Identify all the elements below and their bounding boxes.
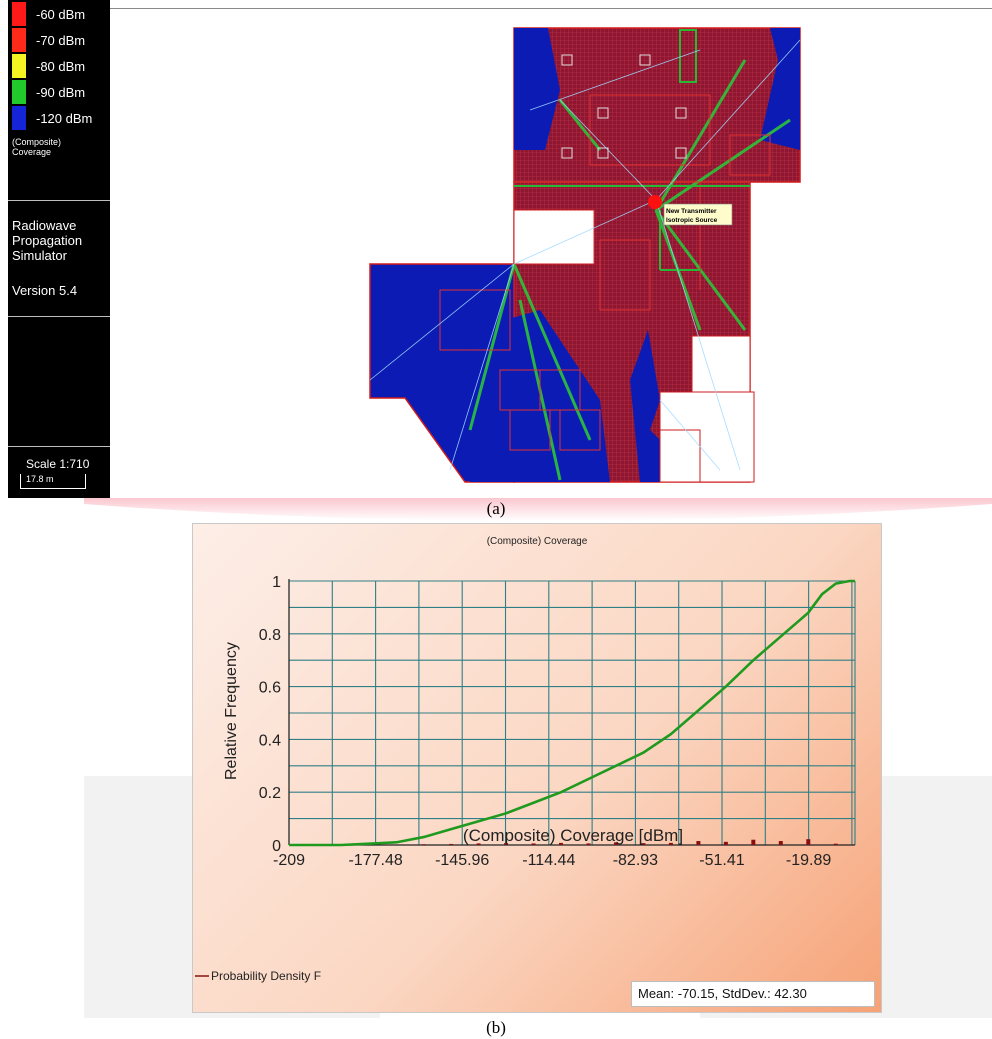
cdf-line: [289, 579, 855, 847]
pdf-bar: [723, 841, 728, 845]
floorplan: [369, 27, 801, 483]
legend-swatch: [12, 80, 26, 104]
coverage-chart: (Composite) Coverage -209 -177.48 -145.96-…: [192, 523, 882, 1013]
legend-entry: Probability Density F: [211, 969, 321, 983]
chart-grid: [288, 579, 856, 846]
legend-row: -80 dBm: [8, 54, 110, 78]
scale-bar: [20, 474, 86, 489]
x-tick-label: -82.93: [613, 852, 658, 869]
legend-caption: (Composite) Coverage: [12, 137, 62, 157]
sidebar-panel: -60 dBm -70 dBm -80 dBm -90 dBm -120 dBm (Co…: [8, 0, 110, 498]
x-tick-label: -19.89: [786, 852, 831, 869]
pdf-bar: [559, 842, 564, 845]
pdf-bar: [833, 843, 838, 845]
x-tick-label: -209: [273, 852, 305, 869]
pdf-bar: [504, 843, 509, 845]
legend-row: -70 dBm: [8, 28, 110, 52]
scale-bar-label: 17.8 m: [26, 474, 54, 484]
pdf-bar: [641, 843, 646, 845]
legend-swatch: [12, 54, 26, 78]
legend-entry-label: Probability Density F: [211, 969, 322, 983]
svg-text:Isotropic Source: Isotropic Source: [666, 217, 718, 224]
app-name: Radiowave Propagation Simulator: [12, 218, 83, 263]
pdf-bar: [751, 839, 756, 845]
pdf-bar: [586, 843, 591, 845]
legend-label: -80 dBm: [36, 59, 86, 74]
legend-label: -90 dBm: [36, 85, 86, 100]
y-tick-label: 1: [272, 574, 281, 591]
y-tick-label: 0: [272, 838, 281, 855]
chart-series: [289, 579, 855, 847]
y-tick-label: 0.8: [259, 627, 281, 644]
legend-row: -90 dBm: [8, 80, 110, 104]
transmitter-marker[interactable]: [648, 195, 662, 209]
top-border: [110, 8, 992, 9]
legend-label: -120 dBm: [36, 111, 93, 126]
legend-swatch: [12, 28, 26, 52]
pdf-bar: [806, 839, 811, 845]
x-axis-label: (Composite) Coverage [dBm]: [462, 826, 684, 845]
x-tick-label: -145.96: [435, 852, 489, 869]
app-version: Version 5.4: [12, 283, 78, 298]
legend-swatch: [12, 2, 26, 26]
pdf-bar: [668, 842, 673, 845]
panel-separator: [84, 498, 992, 521]
y-tick-label: 0.6: [259, 680, 281, 697]
caption-b: (b): [486, 1018, 506, 1037]
pdf-bar: [696, 841, 701, 845]
y-tick-label: 0.2: [259, 785, 281, 802]
legend-row: -60 dBm: [8, 2, 110, 26]
y-axis-label: Relative Frequency: [223, 642, 240, 780]
stats-box: Mean: -70.15, StdDev.: 42.30: [631, 981, 875, 1007]
coverage-map[interactable]: New Transmitter Isotropic Source: [0, 0, 992, 498]
svg-text:New Transmitter: New Transmitter: [666, 208, 717, 215]
caption-a: (a): [486, 499, 506, 518]
pdf-bar: [613, 842, 618, 845]
sidebar-divider: [8, 316, 110, 317]
stats-text: Mean: -70.15, StdDev.: 42.30: [638, 986, 807, 1001]
chart-plot: -209 -177.48 -145.96 -114.44 -82.93 -51.41 -19…: [195, 574, 856, 977]
scale-label: Scale 1:710: [26, 457, 90, 471]
y-tick-label: 0.4: [259, 732, 281, 749]
pdf-bar: [449, 843, 454, 845]
legend-swatch: [12, 106, 26, 130]
x-tick-label: -114.44: [522, 852, 575, 869]
legend-label: -60 dBm: [36, 7, 86, 22]
pdf-bar: [778, 841, 783, 845]
x-tick-label: -177.48: [348, 852, 402, 869]
pdf-bar: [476, 843, 481, 845]
simulator-window: New Transmitter Isotropic Source -60 dBm…: [0, 0, 992, 498]
legend-row: -120 dBm: [8, 106, 110, 130]
chart-ticks: -209 -177.48 -145.96 -114.44 -82.93 -51.41 -19…: [259, 574, 832, 869]
pdf-bar: [421, 844, 426, 845]
transmitter-tooltip: New Transmitter Isotropic Source: [663, 203, 733, 226]
sidebar-divider: [8, 446, 110, 447]
x-tick-label: -51.41: [699, 852, 744, 869]
chart-title: (Composite) Coverage: [486, 536, 588, 547]
pdf-bar: [531, 843, 536, 845]
sidebar-divider: [8, 200, 110, 201]
legend-label: -70 dBm: [36, 33, 86, 48]
